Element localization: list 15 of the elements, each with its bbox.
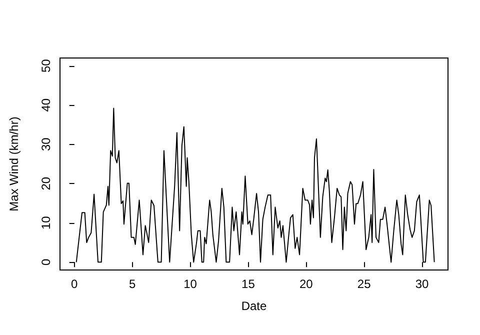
y-axis-title: Max Wind (km/hr) (7, 116, 21, 212)
x-tick-label: 20 (299, 277, 314, 291)
y-tick-label: 0 (39, 258, 53, 266)
y-tick-label: 40 (39, 98, 53, 112)
y-tick-label: 20 (39, 176, 53, 190)
y-tick-label: 50 (39, 58, 53, 73)
x-tick-label: 0 (71, 277, 78, 291)
x-tick-label: 25 (357, 277, 372, 291)
x-tick-label: 30 (415, 277, 430, 291)
y-tick-label: 30 (39, 137, 53, 152)
y-tick-label: 10 (39, 216, 53, 230)
x-tick-label: 10 (184, 277, 198, 291)
x-tick-label: 15 (242, 277, 256, 291)
x-tick-label: 5 (128, 277, 136, 291)
x-axis-title: Date (241, 299, 267, 313)
